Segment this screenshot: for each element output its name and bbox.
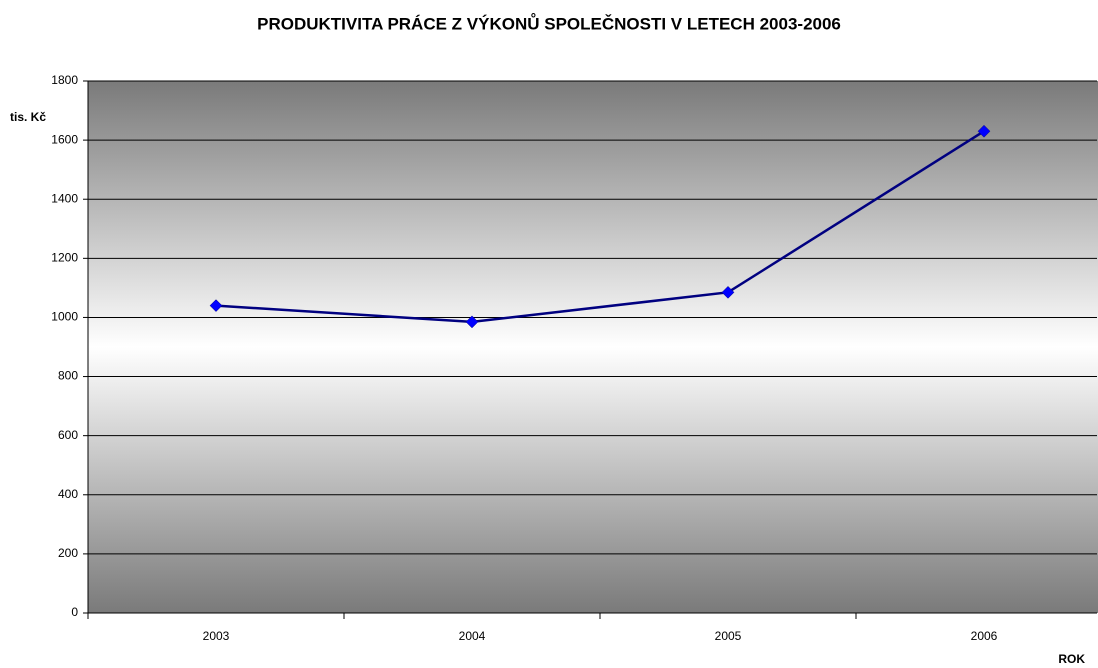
line xyxy=(215,130,985,324)
x-axis-label: ROK xyxy=(1058,652,1085,666)
y-tick-label: 1400 xyxy=(51,191,78,205)
y-tick-label: 400 xyxy=(58,487,78,501)
marker xyxy=(465,315,479,329)
y-tick-label: 1000 xyxy=(51,310,78,324)
y-tick-label: 1800 xyxy=(51,73,78,87)
y-tick-label: 600 xyxy=(58,428,78,442)
chart-title: PRODUKTIVITA PRÁCE Z VÝKONŮ SPOLEČNOSTI … xyxy=(257,13,841,33)
marker xyxy=(977,124,991,138)
x-tick-label: 2006 xyxy=(971,629,998,643)
x-tick-label: 2005 xyxy=(715,629,742,643)
y-tick-label: 800 xyxy=(58,369,78,383)
y-tick-label: 0 xyxy=(71,605,78,619)
y-tick-label: 1600 xyxy=(51,132,78,146)
x-tick-label: 2003 xyxy=(203,629,230,643)
plot-area xyxy=(88,81,1098,613)
y-axis-label: tis. Kč xyxy=(10,110,46,124)
x-tick-label: 2004 xyxy=(459,629,486,643)
marker xyxy=(721,285,735,299)
y-tick-label: 200 xyxy=(58,546,78,560)
y-tick-label: 1200 xyxy=(51,251,78,265)
marker xyxy=(209,299,223,312)
